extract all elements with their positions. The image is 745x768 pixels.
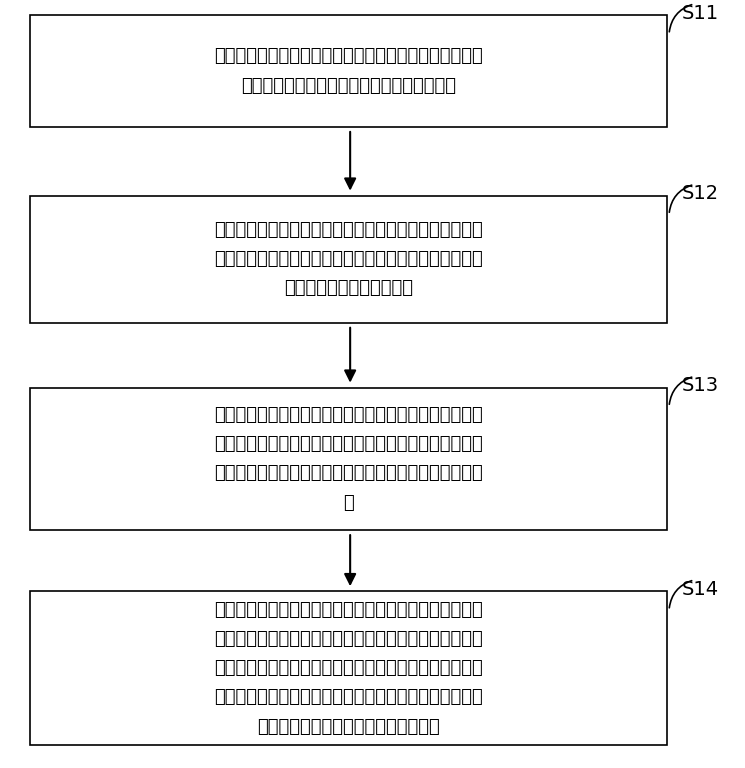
Text: 将各单元图像的形核点数量及形核点最邻近距离的平均值: 将各单元图像的形核点数量及形核点最邻近距离的平均值 xyxy=(214,601,483,619)
Text: 每张单元图像的形核点数量: 每张单元图像的形核点数量 xyxy=(284,280,413,297)
Text: 图像中各锌花的形核点位置坐标，据以获得形核点最邻近: 图像中各锌花的形核点位置坐标，据以获得形核点最邻近 xyxy=(214,435,483,453)
Bar xyxy=(30,388,667,530)
Text: 级模型后输出对应的自动评级结果；所述评级模型包括卷: 级模型后输出对应的自动评级结果；所述评级模型包括卷 xyxy=(214,688,483,707)
Text: S13: S13 xyxy=(682,376,719,396)
Bar xyxy=(30,591,667,745)
Text: S14: S14 xyxy=(682,580,719,599)
Text: ，以输出每张单元图像的锌花形核点的密度图，据以得到: ，以输出每张单元图像的锌花形核点的密度图，据以得到 xyxy=(214,250,483,268)
Text: S12: S12 xyxy=(682,184,719,204)
Text: S11: S11 xyxy=(682,4,719,23)
Text: 到锌花分类模型，供将待评级的锌花图像输入所述锌花评: 到锌花分类模型，供将待评级的锌花图像输入所述锌花评 xyxy=(214,659,483,677)
Text: 值: 值 xyxy=(343,494,354,511)
Text: 采用聚类算法对各单元图像的密度图进行拟合以得到单元: 采用聚类算法对各单元图像的密度图进行拟合以得到单元 xyxy=(214,406,483,424)
Text: 将多个锌花图像按照预设像素尺寸进行分割并对锌花形核: 将多个锌花图像按照预设像素尺寸进行分割并对锌花形核 xyxy=(214,48,483,65)
Text: 积神经网络，高斯混合模型和分类模型: 积神经网络，高斯混合模型和分类模型 xyxy=(257,717,440,736)
Text: 作为锌花评级的特征向量，输入至分类器中进行训练后得: 作为锌花评级的特征向量，输入至分类器中进行训练后得 xyxy=(214,630,483,648)
Text: 点进行人工标注后得到对应的单元图像及标签: 点进行人工标注后得到对应的单元图像及标签 xyxy=(241,77,456,94)
Text: 将单元图像及其标签输入神经网络模型中进行训练和验证: 将单元图像及其标签输入神经网络模型中进行训练和验证 xyxy=(214,221,483,239)
Bar xyxy=(30,15,667,127)
Text: 距离并计算该单元图像所对应的形核点最邻近距离的平均: 距离并计算该单元图像所对应的形核点最邻近距离的平均 xyxy=(214,465,483,482)
Bar xyxy=(30,196,667,323)
